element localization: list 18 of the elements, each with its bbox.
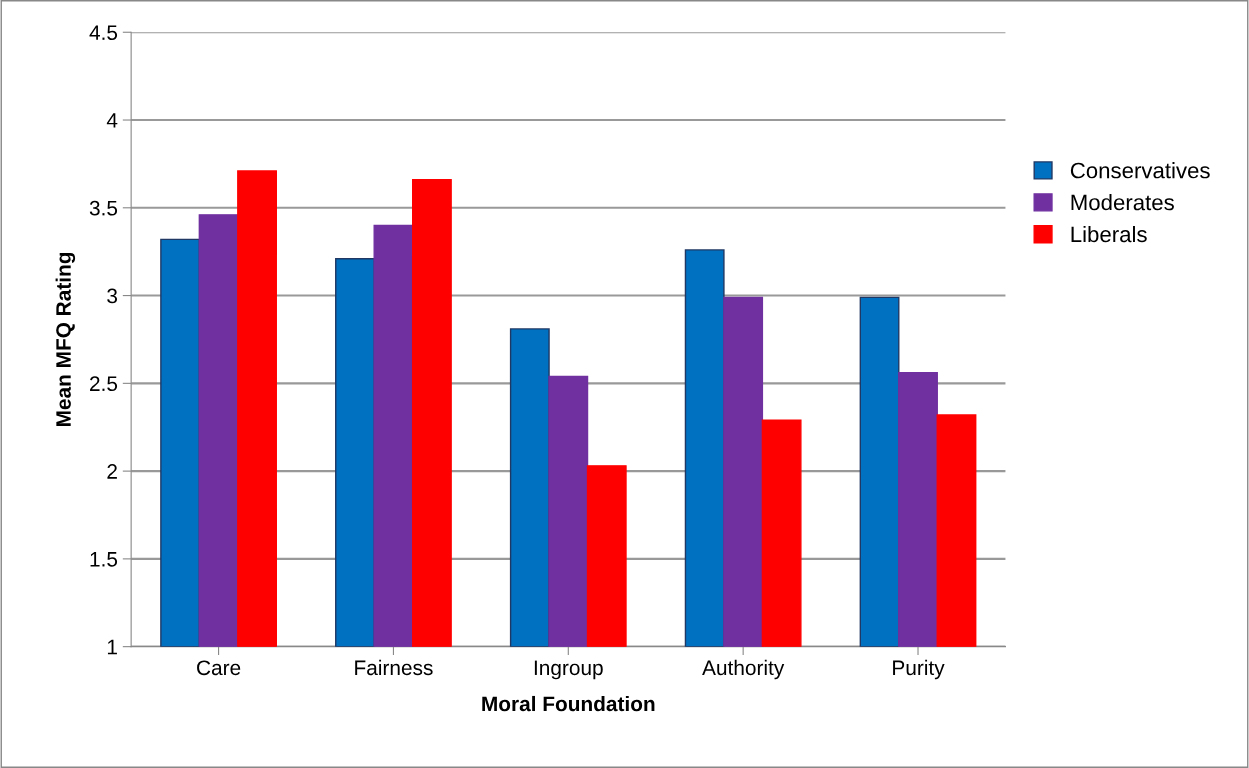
x-tick-label: Purity (893, 659, 945, 680)
legend-label: Moderates (1071, 193, 1174, 211)
y-tick-label: 3.5 (89, 200, 118, 216)
y-tick-label: 4.5 (89, 25, 118, 41)
x-tick-label: Care (197, 660, 241, 676)
y-axis-title: Mean MFQ Rating (55, 252, 76, 427)
y-tick-label: 3 (107, 288, 118, 304)
x-tick-label: Ingroup (534, 660, 603, 680)
x-tick-label: Authority (702, 659, 785, 680)
legend-label: Liberals (1071, 225, 1147, 243)
y-tick-label: 1 (107, 639, 117, 655)
y-tick-label: 1.5 (90, 552, 118, 567)
legend-label: Conservatives (1070, 162, 1210, 179)
x-axis-title: Moral Foundation (482, 695, 655, 712)
y-tick-label: 2.5 (90, 376, 118, 392)
x-tick-label: Fairness (355, 659, 433, 676)
y-tick-label: 4 (106, 113, 118, 128)
y-tick-label: 2 (107, 464, 117, 479)
